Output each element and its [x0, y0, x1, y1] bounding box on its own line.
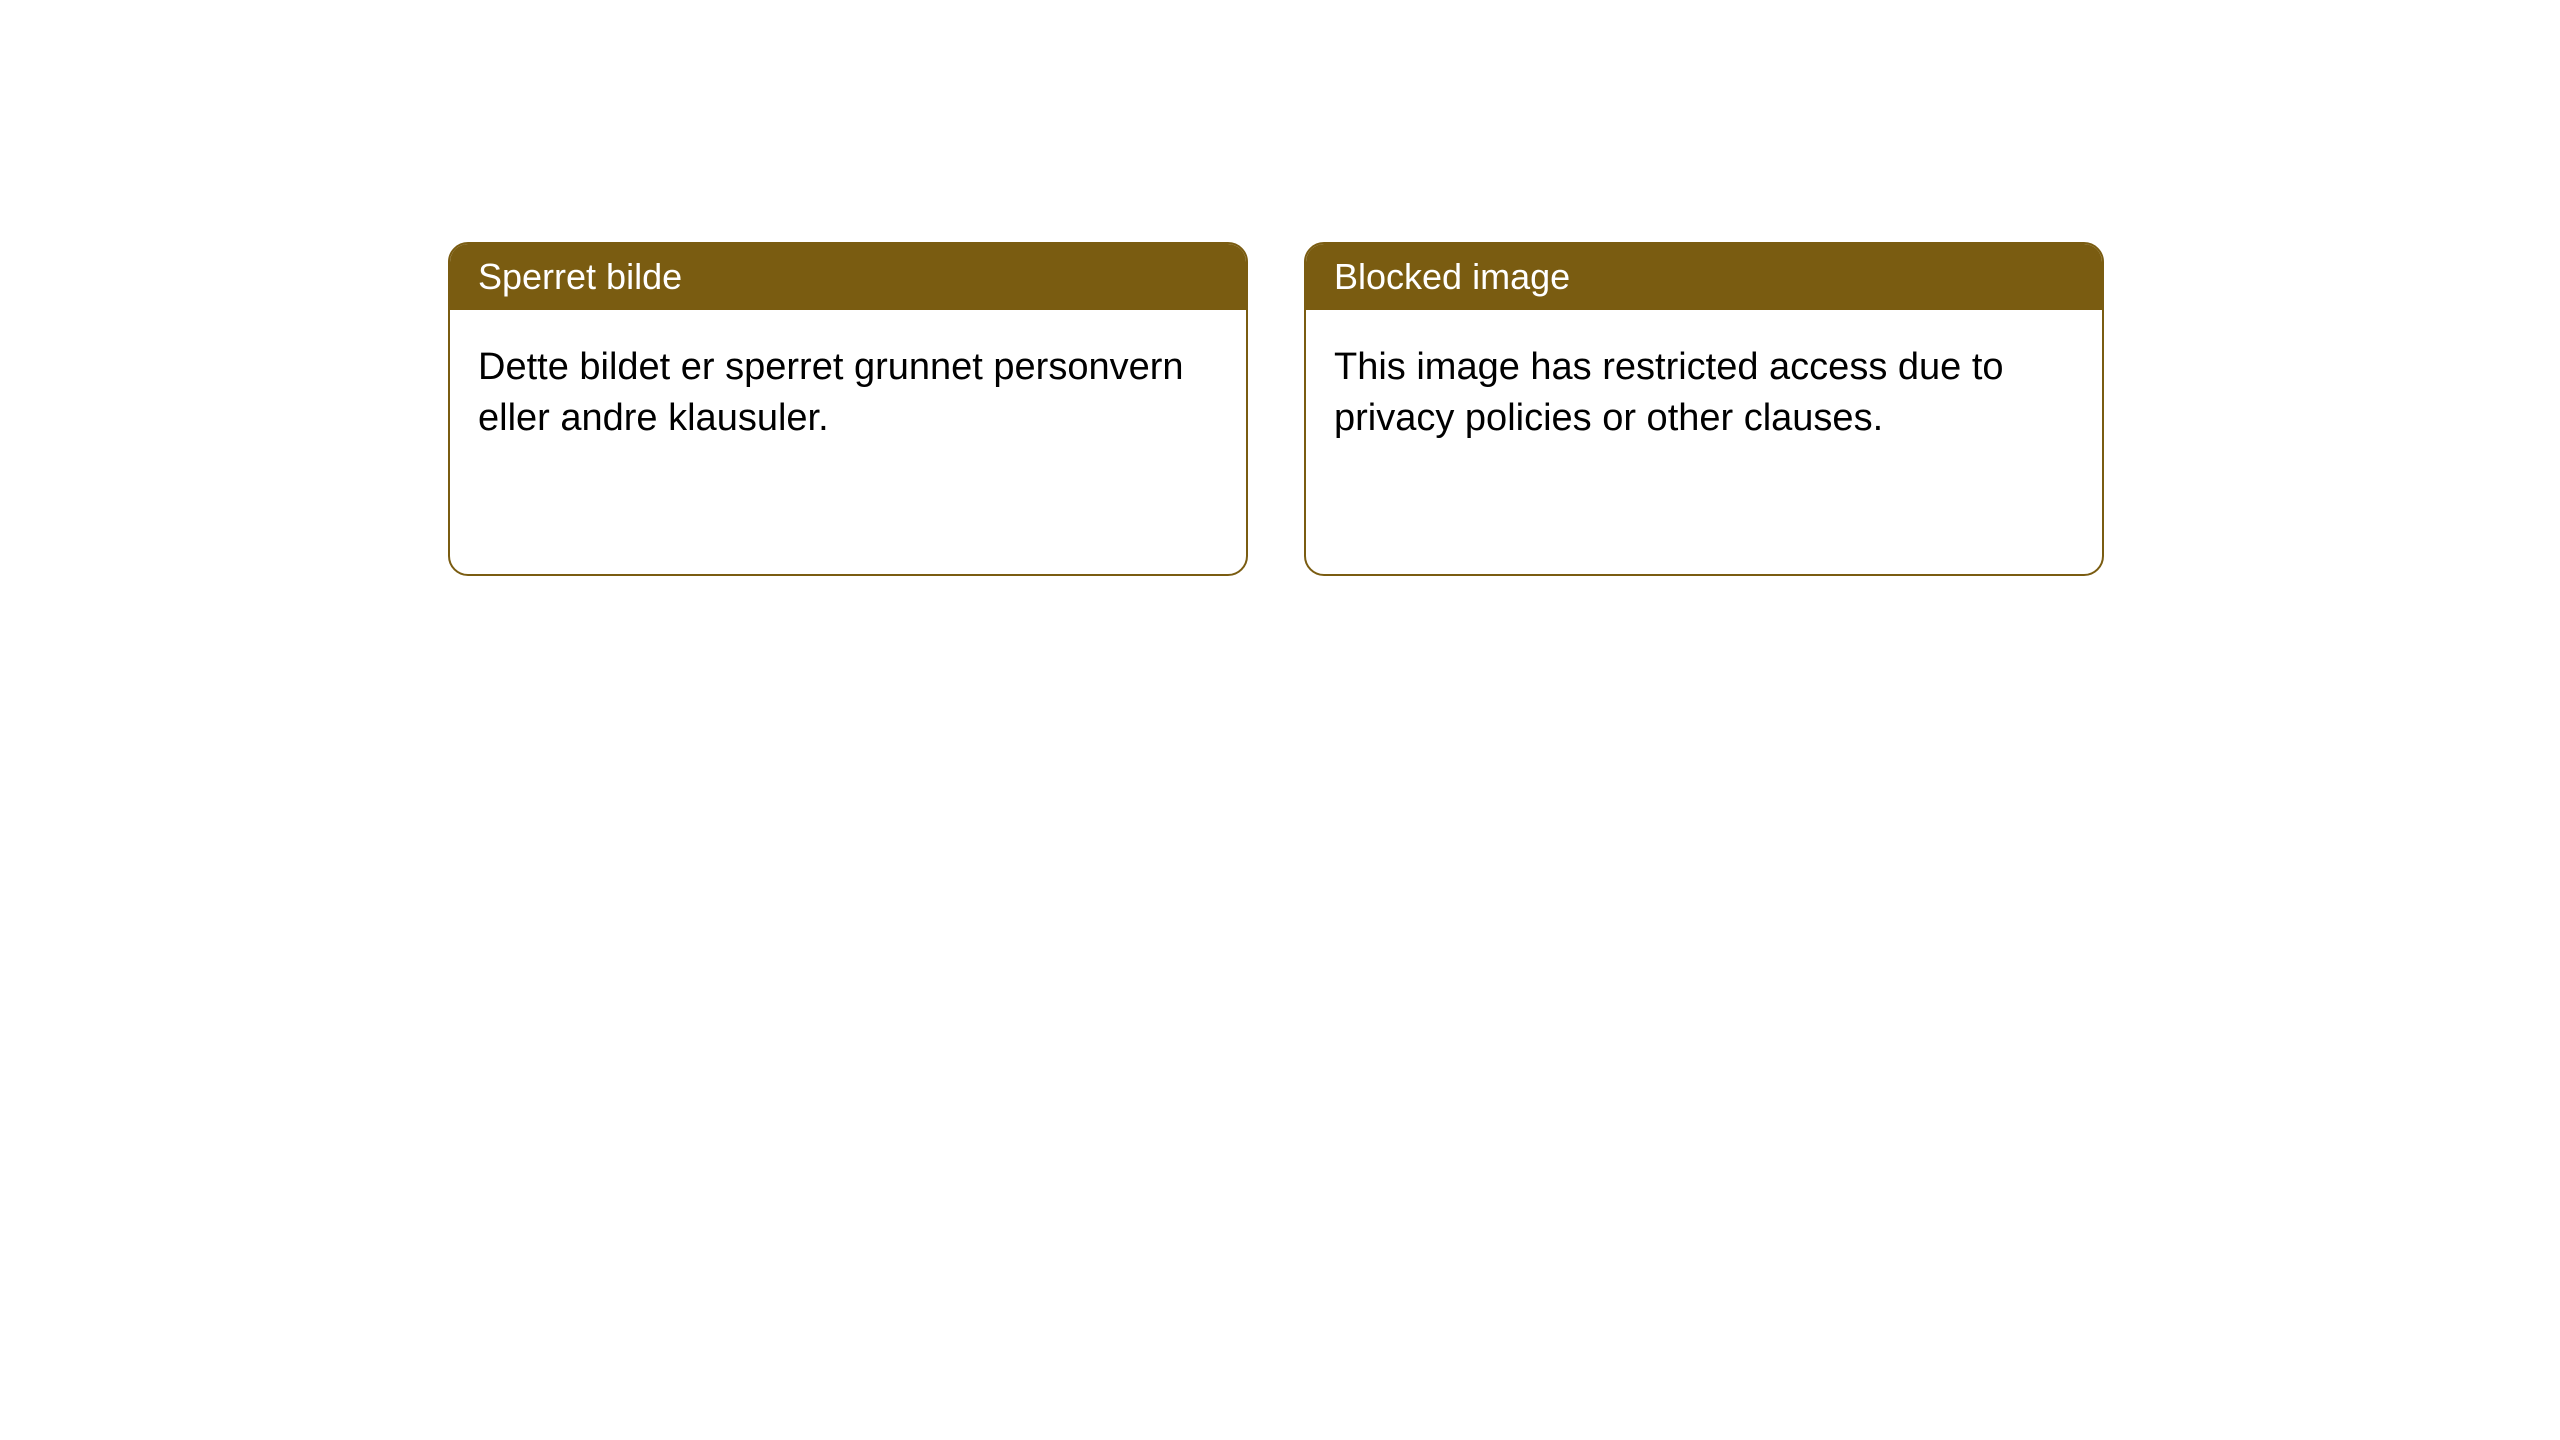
card-body-en: This image has restricted access due to … [1306, 310, 2102, 477]
blocked-image-card-no: Sperret bilde Dette bildet er sperret gr… [448, 242, 1248, 576]
blocked-image-cards: Sperret bilde Dette bildet er sperret gr… [448, 242, 2104, 576]
card-header-no: Sperret bilde [450, 244, 1246, 310]
card-body-no: Dette bildet er sperret grunnet personve… [450, 310, 1246, 477]
blocked-image-card-en: Blocked image This image has restricted … [1304, 242, 2104, 576]
card-header-en: Blocked image [1306, 244, 2102, 310]
